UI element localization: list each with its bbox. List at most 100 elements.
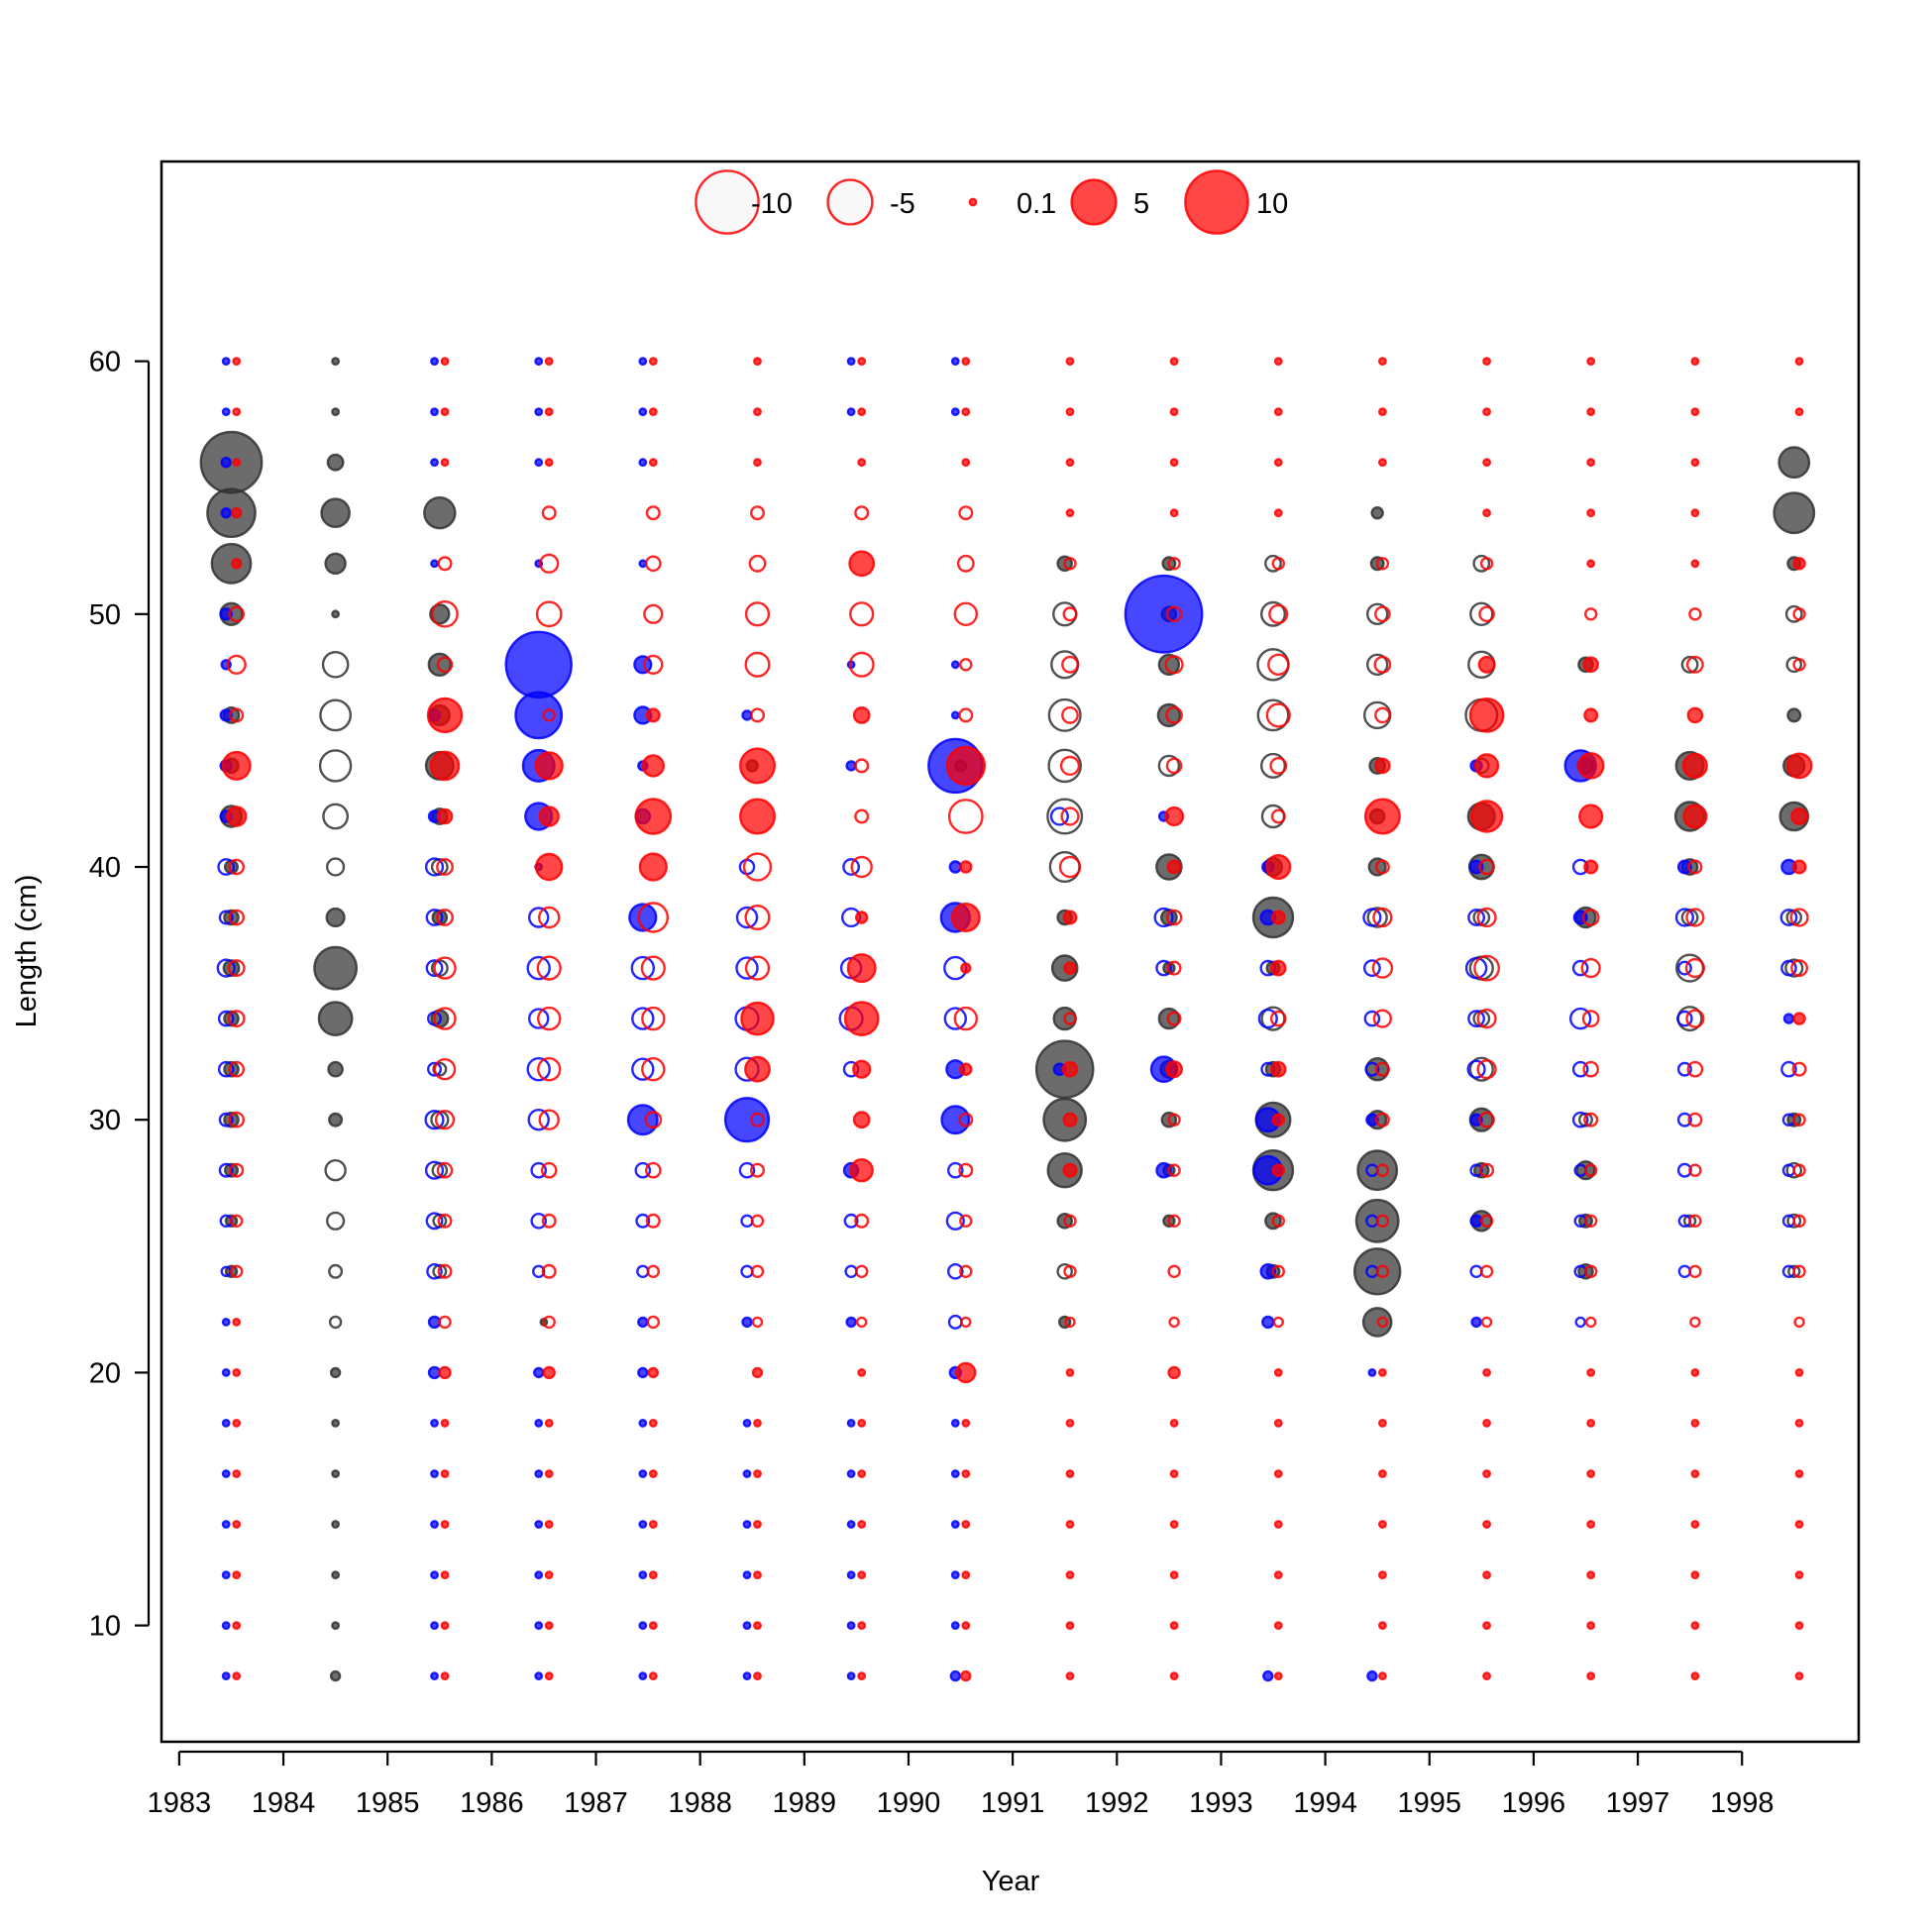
bubble-point: [221, 1469, 231, 1478]
bubble-point: [1065, 357, 1075, 366]
bubble-point: [221, 1621, 231, 1631]
legend-symbol: [1070, 178, 1118, 226]
bubble-point: [742, 1419, 752, 1428]
bubble-point: [953, 601, 978, 626]
bubble-point: [852, 1059, 872, 1079]
bubble-point: [637, 902, 669, 933]
bubble-point: [1364, 1061, 1380, 1077]
bubble-point: [1270, 1010, 1287, 1027]
bubble-point: [843, 1213, 859, 1229]
bubble-point: [1576, 752, 1605, 780]
bubble-point: [1165, 757, 1183, 775]
bubble-point: [534, 357, 544, 366]
bubble-point: [1271, 1163, 1286, 1177]
bubble-point: [1375, 1264, 1390, 1279]
bubble-point: [1685, 908, 1705, 927]
bubble-point: [1363, 798, 1401, 835]
bubble-point: [753, 1621, 762, 1631]
x-axis: 1983 1984 1985 1986 1987 1988 1989 1990 1991 1992…: [148, 1750, 1773, 1819]
bubble-point: [950, 710, 960, 720]
bubble-point: [217, 1010, 235, 1027]
bubble-point: [631, 1057, 655, 1081]
bubble-point: [1365, 602, 1389, 625]
bubble-point: [318, 749, 353, 783]
bubble-point: [538, 805, 560, 827]
bubble-point: [433, 1007, 457, 1030]
bubble-point: [751, 1366, 764, 1379]
legend-label: 10: [1256, 188, 1288, 220]
bubble-point: [1156, 702, 1182, 728]
bubble-point: [329, 1366, 342, 1379]
bubble-point: [440, 458, 450, 468]
bubble-point: [221, 1671, 231, 1681]
bubble-point: [739, 747, 777, 785]
bubble-point: [960, 1316, 972, 1329]
bubble-point: [1482, 458, 1492, 468]
bubble-point: [425, 909, 444, 926]
bubble-point: [1065, 407, 1075, 416]
bubble-point: [532, 1264, 546, 1279]
bubble-point: [961, 458, 971, 468]
bubble-point: [856, 1316, 868, 1329]
bubble-point: [1794, 1621, 1804, 1631]
bubble-point: [440, 1419, 450, 1428]
bubble-point: [542, 1365, 556, 1380]
bubble-point: [1168, 1316, 1180, 1329]
bubble-point: [1482, 1520, 1492, 1529]
x-axis-title: Year: [982, 1866, 1040, 1897]
bubble-point: [221, 407, 231, 416]
bubble-point: [956, 554, 975, 573]
bubble-point: [1785, 656, 1803, 674]
bubble-point: [1586, 1621, 1596, 1631]
bubble-point: [221, 1419, 231, 1428]
bubble-point: [1049, 806, 1069, 826]
bubble-point: [1378, 1570, 1387, 1580]
bubble-point: [1586, 458, 1596, 468]
bubble-point: [433, 956, 457, 980]
bubble-point: [950, 357, 960, 366]
bubble-point: [436, 858, 454, 876]
bubble-point: [430, 357, 439, 366]
bubble-point: [961, 1520, 971, 1529]
bubble-point: [220, 457, 232, 469]
bubble-point: [424, 857, 445, 877]
bubble-point: [638, 1621, 648, 1631]
x-tick-label: 1997: [1606, 1787, 1670, 1819]
bubble-point: [1366, 907, 1388, 928]
bubble-point: [1690, 1671, 1700, 1681]
bubble-point: [1789, 908, 1809, 927]
bubble-point: [1378, 1469, 1387, 1478]
bubble-point: [1167, 1214, 1181, 1229]
bubble-point: [753, 458, 762, 468]
bubble-point: [544, 1621, 554, 1631]
bubble-point: [1470, 1316, 1482, 1329]
bubble-point: [1061, 706, 1079, 724]
bubble-point: [850, 855, 873, 879]
bubble-point: [1374, 757, 1391, 775]
bubble-point: [228, 605, 245, 623]
bubble-point: [1690, 357, 1700, 366]
bubble-point: [227, 1010, 246, 1027]
bubble-point: [1153, 907, 1174, 928]
bubble-point: [1270, 1060, 1287, 1078]
bubble-point: [648, 407, 658, 416]
bubble-point: [1676, 1162, 1692, 1178]
bubble-point: [1378, 1621, 1387, 1631]
bubble-point: [537, 1006, 562, 1031]
bubble-point: [328, 1263, 344, 1279]
bubble-point: [1469, 1163, 1483, 1177]
bubble-point: [748, 554, 767, 573]
bubble-point: [852, 706, 871, 724]
bubble-point: [221, 1520, 231, 1529]
bubble-point: [1586, 1368, 1596, 1377]
bubble-point: [958, 707, 974, 723]
bubble-point: [438, 1315, 452, 1330]
x-tick-label: 1985: [356, 1787, 420, 1819]
bubble-point: [950, 1621, 960, 1631]
bubble-point: [735, 906, 759, 929]
bubble-point: [429, 750, 461, 782]
bubble-point: [849, 601, 875, 627]
bubble-point: [1687, 859, 1703, 875]
bubble-point: [648, 458, 658, 468]
bubble-point: [1065, 1520, 1075, 1529]
